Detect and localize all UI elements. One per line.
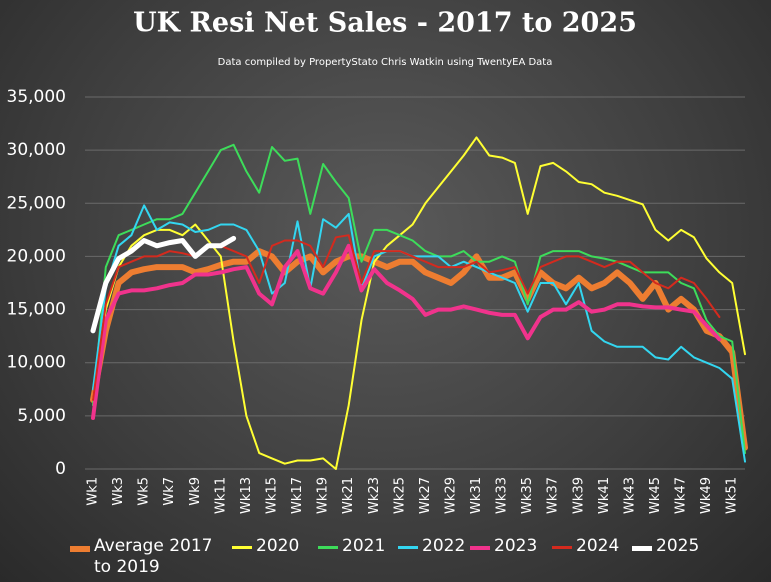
x-tick-label: Wk7 [162, 477, 177, 506]
x-tick-label: Wk3 [111, 477, 126, 506]
x-tick-label: Wk9 [188, 477, 203, 506]
legend-swatch [398, 546, 418, 549]
lines [90, 136, 748, 470]
x-tick-label: Wk33 [495, 477, 510, 514]
y-tick-label: 0 [55, 459, 66, 479]
legend-swatch [470, 546, 490, 550]
x-tick-label: Wk51 [725, 477, 740, 514]
chart-title: UK Resi Net Sales - 2017 to 2025 [133, 8, 637, 39]
x-tick-label: Wk21 [341, 477, 356, 514]
legend-item: 2021 [318, 536, 385, 557]
x-tick-label: Wk23 [367, 477, 382, 514]
legend-label: 2021 [342, 536, 386, 556]
x-tick-label: Wk35 [520, 477, 535, 514]
series-line [90, 235, 237, 334]
series-line [92, 204, 746, 463]
series-line [92, 143, 746, 455]
x-tick-label: Wk31 [469, 477, 484, 514]
legend-label: 2023 [494, 536, 538, 556]
x-tick-label: Wk49 [699, 477, 714, 514]
legend-item: 2023 [470, 536, 537, 557]
legend-item: Average 2017 to 2019 [70, 536, 220, 578]
x-tick-label: Wk41 [597, 477, 612, 514]
legend-item: 2022 [398, 536, 465, 557]
grid: 0 5,000 10,000 15,000 20,000 25,000 30,000 35,0… [7, 87, 745, 514]
y-tick-label: 30,000 [7, 140, 66, 160]
x-tick-label: Wk45 [648, 477, 663, 514]
x-tick-label: Wk27 [418, 477, 433, 514]
x-tick-label: Wk47 [674, 477, 689, 514]
x-tick-label: Wk29 [443, 477, 458, 514]
chart-subtitle: Data compiled by PropertyStato Chris Wat… [218, 57, 553, 68]
legend-label: 2024 [576, 536, 620, 556]
series-line [90, 248, 748, 451]
legend-swatch [232, 546, 252, 549]
x-tick-label: Wk43 [622, 477, 637, 514]
legend-item: 2020 [232, 536, 299, 557]
x-tick-label: Wk15 [264, 477, 279, 514]
x-tick-label: Wk5 [137, 477, 152, 506]
legend-swatch [318, 546, 338, 549]
y-tick-label: 10,000 [7, 353, 66, 373]
legend-label: Average 2017 to 2019 [94, 536, 213, 577]
y-tick-label: 25,000 [7, 193, 66, 213]
legend-label: 2020 [256, 536, 300, 556]
x-tick-label: Wk17 [290, 477, 305, 514]
legend-label: 2025 [656, 536, 700, 556]
legend-label: 2022 [422, 536, 466, 556]
series-line [91, 243, 722, 420]
legend-swatch [632, 546, 652, 551]
x-tick-label: Wk11 [213, 477, 228, 514]
legend-item: 2024 [552, 536, 619, 557]
series-line [92, 136, 746, 470]
legend-swatch [552, 546, 572, 549]
legend-swatch [70, 546, 90, 552]
x-tick-label: Wk39 [571, 477, 586, 514]
y-tick-label: 5,000 [17, 406, 66, 426]
x-tick-label: Wk1 [86, 477, 101, 506]
y-tick-label: 20,000 [7, 246, 66, 266]
legend-item: 2025 [632, 536, 699, 557]
y-tick-label: 35,000 [7, 87, 66, 107]
x-tick-label: Wk19 [316, 477, 331, 514]
x-tick-label: Wk13 [239, 477, 254, 514]
y-tick-label: 15,000 [7, 300, 66, 320]
x-tick-label: Wk37 [546, 477, 561, 514]
x-tick-label: Wk25 [392, 477, 407, 514]
